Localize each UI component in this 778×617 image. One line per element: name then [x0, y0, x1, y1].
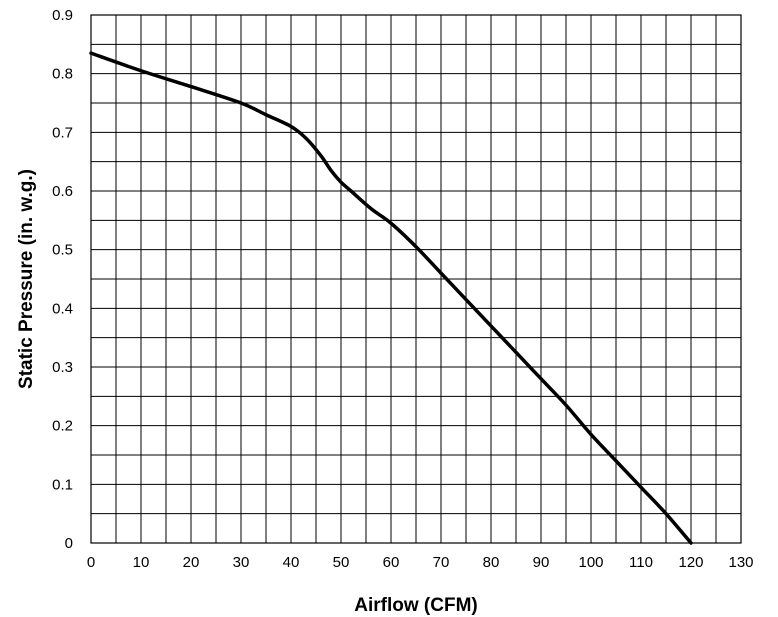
x-tick-label: 0	[87, 554, 95, 571]
x-axis-title: Airflow (CFM)	[354, 595, 477, 616]
x-tick-label: 130	[728, 554, 753, 571]
y-tick-label: 0.2	[52, 418, 73, 435]
y-axis-ticks: 0 0.1 0.2 0.3 0.4 0.5 0.6 0.7 0.8 0.9	[52, 7, 73, 552]
x-tick-label: 70	[433, 554, 450, 571]
grid-lines	[91, 15, 741, 543]
x-tick-label: 20	[183, 554, 200, 571]
y-tick-label: 0.8	[52, 66, 73, 83]
y-tick-label: 0.4	[52, 300, 73, 317]
x-tick-label: 30	[233, 554, 250, 571]
x-tick-label: 120	[678, 554, 703, 571]
series-group	[89, 51, 693, 545]
x-tick-label: 60	[383, 554, 400, 571]
x-tick-label: 10	[133, 554, 150, 571]
y-tick-label: 0.5	[52, 242, 73, 259]
x-tick-label: 80	[483, 554, 500, 571]
plot-area-frame	[90, 14, 742, 544]
y-tick-label: 0	[65, 535, 73, 552]
x-tick-label: 100	[578, 554, 603, 571]
y-tick-label: 0.3	[52, 359, 73, 376]
y-tick-label: 0.9	[52, 7, 73, 24]
y-tick-label: 0.6	[52, 183, 73, 200]
x-tick-label: 110	[629, 554, 653, 571]
y-tick-label: 0.7	[52, 124, 73, 141]
x-tick-label: 90	[533, 554, 550, 571]
y-tick-label: 0.1	[52, 476, 73, 493]
x-tick-label: 40	[283, 554, 300, 571]
x-tick-label: 50	[333, 554, 350, 571]
x-axis-ticks: 0 10 20 30 40 50 60 70 80 90 100 110 120 130	[87, 554, 754, 571]
y-axis-title: Static Pressure (in. w.g.)	[16, 169, 37, 389]
series-line-static-pressure	[89, 51, 693, 545]
